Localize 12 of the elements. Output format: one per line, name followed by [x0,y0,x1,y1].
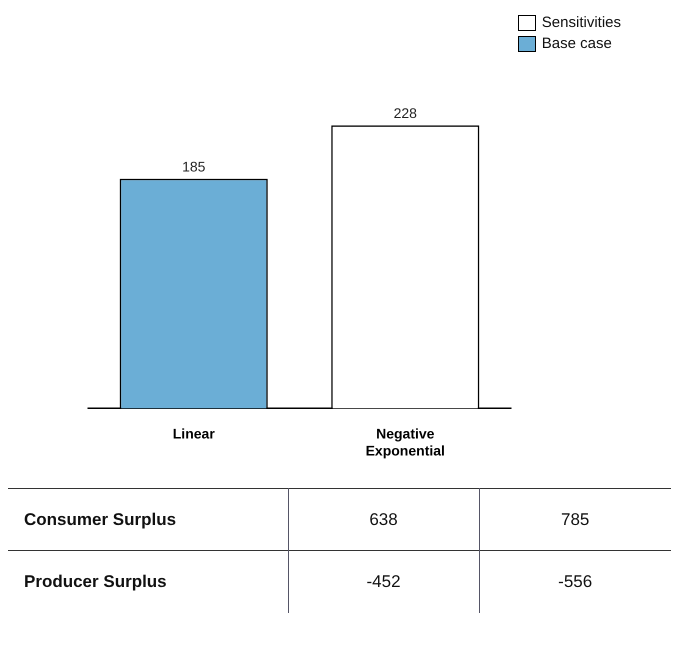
text: -556 [480,550,671,612]
legend-label: Base case [542,35,612,52]
text: 785 [480,488,671,550]
data-label: 228 [394,105,418,122]
text: Consumer Surplus [23,508,178,530]
x-tick-label: Linear [172,426,216,442]
data-label: 185 [182,158,206,175]
text: Producer Surplus [23,570,168,593]
text: 638 [288,488,480,550]
text: -452 [288,550,480,612]
x-tick-label: Negative Exponential [366,426,445,458]
text: Sensitivities [542,14,621,31]
